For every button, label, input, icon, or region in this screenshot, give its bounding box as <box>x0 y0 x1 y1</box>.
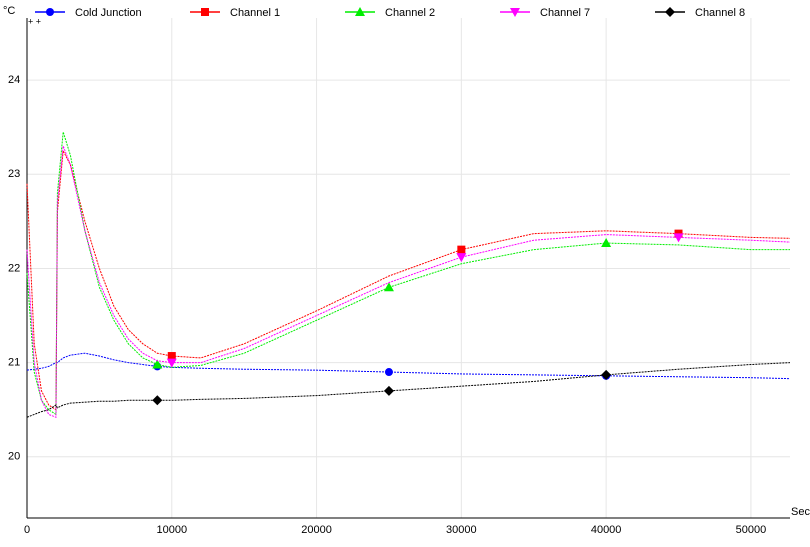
x-tick-label: 40000 <box>591 524 622 536</box>
y-axis-label: °C <box>3 5 15 17</box>
legend-label: Channel 2 <box>385 7 435 19</box>
x-tick-label: 20000 <box>301 524 332 536</box>
series-line <box>26 149 791 411</box>
legend-marker <box>46 8 54 16</box>
legend-marker <box>510 8 520 17</box>
data-marker <box>456 253 467 263</box>
y-tick-label: 20 <box>8 451 20 463</box>
legend-label: Cold Junction <box>75 7 142 19</box>
legend-label: Channel 8 <box>695 7 745 19</box>
x-tick-label: 50000 <box>736 524 767 536</box>
data-marker <box>673 233 684 243</box>
legend-marker <box>665 7 675 17</box>
data-marker <box>167 352 176 361</box>
x-tick-label: 10000 <box>156 524 187 536</box>
data-marker <box>601 369 612 380</box>
series-line <box>26 362 791 418</box>
data-marker <box>383 385 394 396</box>
y-tick-label: 21 <box>8 357 20 369</box>
y-tick-label: 23 <box>8 168 20 180</box>
legend-label: Channel 1 <box>230 7 280 19</box>
data-marker <box>152 359 163 369</box>
legend-marker <box>355 7 365 16</box>
data-marker <box>166 358 177 368</box>
data-marker <box>152 395 163 406</box>
data-marker <box>383 282 394 292</box>
y-tick-label: 24 <box>8 74 20 86</box>
data-marker <box>601 238 612 248</box>
x-tick-label: 0 <box>24 524 30 536</box>
data-marker <box>384 368 393 377</box>
legend-label: Channel 7 <box>540 7 590 19</box>
y-tick-label: 22 <box>8 262 20 274</box>
x-axis-label: Sec <box>791 506 810 518</box>
data-marker <box>457 245 466 254</box>
annotation: + + <box>28 16 41 26</box>
legend-marker <box>201 8 209 16</box>
series-line <box>26 145 791 418</box>
x-tick-label: 30000 <box>446 524 477 536</box>
